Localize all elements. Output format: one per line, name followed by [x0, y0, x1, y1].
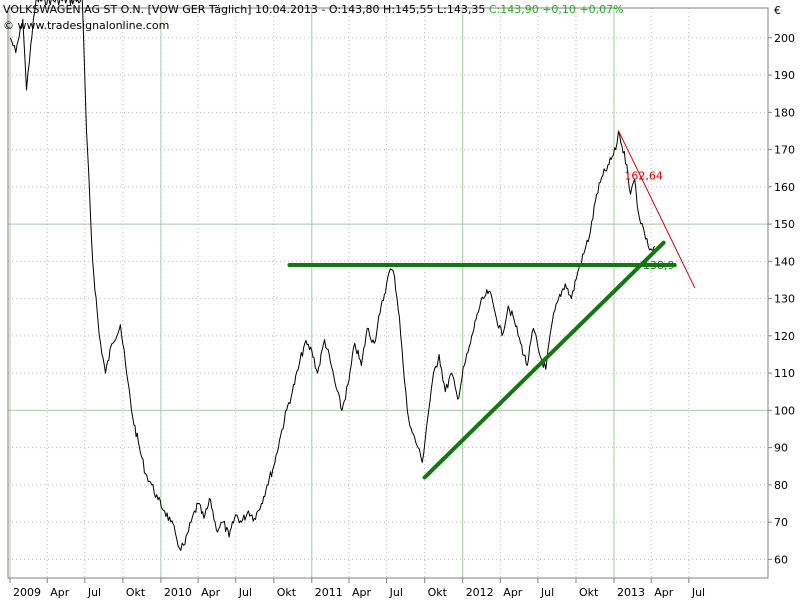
- x-axis: 2009 Apr Jul Okt 2010 Apr Jul Okt 2011 Apr Jul Okt 2…: [9, 578, 705, 599]
- x-tick-label: 2009: [13, 586, 41, 599]
- red-resistance-line: [618, 130, 696, 288]
- x-tick-label: Apr: [50, 586, 70, 599]
- y-tick-label: 150: [774, 218, 795, 231]
- x-tick-label: Apr: [352, 586, 372, 599]
- support-value-label: 138,9: [643, 259, 675, 272]
- x-tick-label: 2013: [617, 586, 645, 599]
- y-tick-label: 70: [774, 516, 788, 529]
- x-tick-label: Apr: [503, 586, 523, 599]
- y-tick-label: 100: [774, 404, 795, 417]
- frame-layer: [7, 7, 769, 579]
- plot-frame: [7, 7, 769, 579]
- x-tick-label: Jul: [691, 586, 705, 599]
- y-tick-label: 190: [774, 69, 795, 82]
- x-tick-label: Okt: [126, 586, 146, 599]
- currency-label: €: [774, 4, 781, 17]
- x-tick-label: Jul: [389, 586, 403, 599]
- y-tick-label: 130: [774, 293, 795, 306]
- x-tick-label: 2012: [466, 586, 494, 599]
- y-tick-label: 170: [774, 144, 795, 157]
- x-tick-label: Jul: [238, 586, 252, 599]
- y-axis: 60 70 80 90 100 110 120 130 140 150 160 170 180 190 20…: [768, 4, 795, 566]
- x-tick-label: Okt: [277, 586, 297, 599]
- y-tick-label: 120: [774, 330, 795, 343]
- resistance-value-label: 162,64: [624, 170, 663, 183]
- x-tick-label: Okt: [428, 586, 448, 599]
- x-tick-label: Apr: [201, 586, 221, 599]
- green-trend-line: [422, 240, 666, 480]
- x-tick-label: Okt: [579, 586, 599, 599]
- y-tick-label: 140: [774, 255, 795, 268]
- price-series: [9, 0, 656, 551]
- x-tick-label: 2011: [315, 586, 343, 599]
- price-line: [9, 0, 656, 551]
- x-tick-label: Jul: [540, 586, 554, 599]
- y-tick-label: 80: [774, 479, 788, 492]
- x-tick-label: Apr: [654, 586, 674, 599]
- annotation-layer: 162,64 138,9: [287, 130, 696, 480]
- y-tick-label: 110: [774, 367, 795, 380]
- x-tick-label: Jul: [87, 586, 101, 599]
- y-tick-label: 200: [774, 32, 795, 45]
- y-tick-label: 180: [774, 106, 795, 119]
- y-tick-label: 60: [774, 553, 788, 566]
- x-tick-label: 2010: [164, 586, 192, 599]
- y-tick-label: 90: [774, 442, 788, 455]
- y-tick-label: 160: [774, 181, 795, 194]
